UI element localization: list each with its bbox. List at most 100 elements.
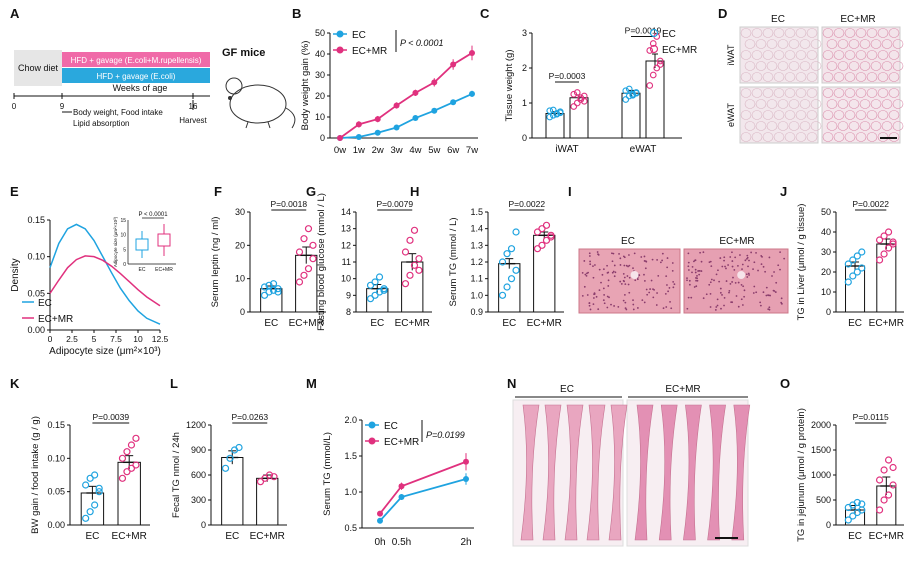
inset-y-tick: 15 <box>120 218 126 224</box>
panel-E-y-tick-label: 0.00 <box>27 325 45 335</box>
adipocyte-cell <box>837 99 849 109</box>
nucleus-dot <box>687 265 690 268</box>
adipocyte-cell <box>784 72 796 82</box>
nucleus-dot <box>594 264 596 266</box>
adipocyte-cell <box>740 88 752 98</box>
p-value: P=0.0079 <box>376 199 413 209</box>
adipocyte-cell <box>833 50 845 60</box>
nucleus-dot <box>610 303 612 306</box>
adipocyte-cell <box>892 121 904 131</box>
nucleus-dot <box>628 254 630 256</box>
x-tick-label-EC: EC <box>225 531 239 542</box>
x-tick-label: 6w <box>447 145 459 156</box>
adipocyte-cell <box>888 110 900 120</box>
legend-label-EC: EC <box>352 30 366 41</box>
data-point <box>538 241 546 249</box>
data-point <box>653 64 661 72</box>
panel-H-y-tick-label: 1.3 <box>470 240 483 250</box>
inset-box <box>135 238 149 251</box>
p-value: P=0.0003 <box>549 71 586 81</box>
panel-B-y-tick-label: 20 <box>315 91 325 101</box>
nucleus-dot <box>592 303 595 306</box>
nucleus-dot <box>666 284 668 286</box>
data-point <box>374 116 381 123</box>
nucleus-dot <box>772 289 775 292</box>
data-point <box>274 285 282 293</box>
adipocyte-cell <box>751 28 763 38</box>
nucleus-dot <box>586 294 589 296</box>
villus <box>658 404 678 541</box>
adipocyte-cell <box>744 61 756 71</box>
nucleus-dot <box>760 263 763 266</box>
adipocyte-cell <box>855 28 867 38</box>
adipocyte-cell <box>773 110 785 120</box>
adipocyte-cell <box>859 121 871 131</box>
nucleus-dot <box>779 251 781 254</box>
data-point <box>884 228 893 236</box>
adipocyte-cell <box>866 88 878 98</box>
data-point <box>355 133 362 140</box>
nucleus-dot <box>597 253 599 256</box>
panel-letter-K: K <box>10 376 20 391</box>
nucleus-dot <box>643 301 646 304</box>
adipocyte-cell <box>822 110 834 120</box>
panel-L-y-tick-label: 600 <box>191 470 206 480</box>
nucleus-dot <box>651 258 654 261</box>
panel-E-y-tick-label: 0.05 <box>27 288 45 298</box>
nucleus-dot <box>757 269 759 272</box>
data-point <box>82 514 90 522</box>
adipocyte-cell <box>866 28 878 38</box>
data-point <box>577 94 585 102</box>
adipocyte-cell <box>788 61 800 71</box>
adipocyte-cell <box>822 28 834 38</box>
nucleus-dot <box>612 252 615 255</box>
nucleus-dot <box>643 255 646 258</box>
adipocyte-cell <box>833 28 845 38</box>
nucleus-dot <box>584 273 587 276</box>
bar-EC+MR <box>295 254 318 313</box>
nucleus-dot <box>783 257 786 260</box>
panel-J-y-tick-label: 20 <box>821 267 831 277</box>
nucleus-dot <box>748 274 750 276</box>
data-point <box>304 225 313 233</box>
panel-L-y-label: Fecal TG nmol / 24h <box>171 432 182 518</box>
nucleus-dot <box>686 307 689 310</box>
adipocyte-cell <box>866 132 878 142</box>
nucleus-dot <box>671 269 674 272</box>
nucleus-dot <box>634 279 637 282</box>
adipocyte-cell <box>881 61 893 71</box>
panel-F-y-tick-label: 10 <box>235 274 245 284</box>
density-curve-EC <box>49 223 161 325</box>
nucleus-dot <box>687 296 690 299</box>
data-point <box>270 473 278 481</box>
adipocyte-cell <box>826 39 838 49</box>
p-value: P < 0.0001 <box>400 38 443 48</box>
adipocyte-cell <box>784 132 796 142</box>
panel-letter-B: B <box>292 6 301 21</box>
nucleus-dot <box>646 293 649 296</box>
nucleus-dot <box>624 301 627 304</box>
nucleus-dot <box>600 281 602 284</box>
adipocyte-cell <box>777 39 789 49</box>
nucleus-dot <box>602 287 605 290</box>
nucleus-dot <box>753 285 756 288</box>
adipocyte-cell <box>888 28 900 38</box>
nucleus-dot <box>619 280 622 283</box>
panel-G-y-tick-label: 9 <box>346 290 351 300</box>
nucleus-dot <box>602 299 605 302</box>
data-point <box>849 272 857 280</box>
nucleus-dot <box>731 251 733 254</box>
nucleus-dot <box>585 275 588 277</box>
data-point <box>573 99 581 107</box>
legend-marker <box>649 44 659 54</box>
data-point <box>853 252 861 260</box>
data-point <box>503 250 511 258</box>
nucleus-dot <box>586 272 588 275</box>
adipocyte-cell <box>888 72 900 82</box>
panel-F-y-tick-label: 30 <box>235 207 245 217</box>
nucleus-dot <box>737 305 740 308</box>
nucleus-dot <box>747 265 749 268</box>
adipocyte-cell <box>877 28 889 38</box>
series-line-EC+MR <box>339 52 473 139</box>
nucleus-dot <box>737 281 740 284</box>
